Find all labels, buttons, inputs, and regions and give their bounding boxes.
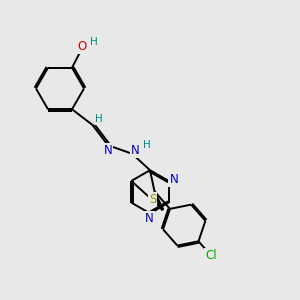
- Text: N: N: [145, 212, 154, 225]
- Text: N: N: [169, 173, 178, 186]
- Text: H: H: [95, 114, 103, 124]
- Text: Cl: Cl: [205, 249, 217, 262]
- Text: O: O: [78, 40, 87, 53]
- Text: N: N: [131, 144, 140, 157]
- Text: N: N: [103, 144, 112, 157]
- Text: H: H: [143, 140, 151, 150]
- Text: H: H: [90, 37, 98, 47]
- Text: S: S: [149, 193, 156, 206]
